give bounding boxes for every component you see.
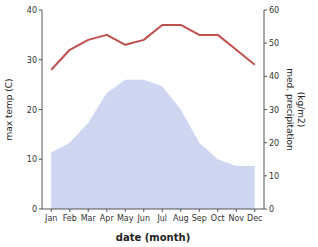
x-tick bbox=[180, 209, 181, 212]
x-tick bbox=[106, 209, 107, 212]
y2-tick bbox=[264, 76, 267, 77]
x-tick bbox=[217, 209, 218, 212]
x-tick bbox=[143, 209, 144, 212]
x-tick bbox=[125, 209, 126, 212]
x-tick bbox=[254, 209, 255, 212]
y2-tick-label: 10 bbox=[269, 172, 279, 181]
x-tick-label: Apr bbox=[100, 214, 115, 223]
y2-tick bbox=[264, 43, 267, 44]
y2-tick bbox=[264, 109, 267, 110]
y2-tick bbox=[264, 142, 267, 143]
y-tick bbox=[39, 10, 42, 11]
y2-tick-label: 50 bbox=[269, 39, 279, 48]
y2-tick bbox=[264, 10, 267, 11]
x-tick-label: May bbox=[117, 214, 134, 223]
x-tick-label: Jun bbox=[137, 214, 151, 223]
x-tick bbox=[199, 209, 200, 212]
x-tick-label: Jan bbox=[44, 214, 57, 223]
x-tick-label: Sep bbox=[192, 214, 207, 223]
x-tick-label: Nov bbox=[228, 214, 244, 223]
y-tick bbox=[39, 159, 42, 160]
y-tick-label: 10 bbox=[27, 155, 37, 164]
precipitation-area bbox=[51, 80, 255, 209]
x-tick-label: Feb bbox=[63, 214, 77, 223]
y2-axis-label: (kg/m2) bbox=[296, 92, 306, 127]
y-tick bbox=[39, 59, 42, 60]
y2-tick-label: 40 bbox=[269, 72, 279, 81]
y-axis-label: max temp (C) bbox=[4, 78, 14, 140]
x-axis-label: date (month) bbox=[116, 232, 190, 243]
y-tick-label: 40 bbox=[27, 6, 37, 15]
x-tick bbox=[162, 209, 163, 212]
x-tick bbox=[51, 209, 52, 212]
y-tick-label: 0 bbox=[32, 205, 37, 214]
chart: 0 10 20 30 40 0 10 20 30 40 50 60 Jan Feb MarAprMayJun… bbox=[0, 0, 318, 247]
plot-area bbox=[51, 25, 255, 209]
y-tick-label: 30 bbox=[27, 56, 37, 65]
x-tick-label: Jul bbox=[156, 214, 167, 223]
x-tick bbox=[236, 209, 237, 212]
x-tick bbox=[88, 209, 89, 212]
x-tick-label: Mar bbox=[81, 214, 97, 223]
y2-axis-label: med. precipitation bbox=[285, 68, 295, 150]
y-tick bbox=[39, 209, 42, 210]
x-tick-label: Oct bbox=[211, 214, 225, 223]
y2-tick-label: 60 bbox=[269, 6, 279, 15]
y2-tick bbox=[264, 209, 267, 210]
x-tick bbox=[69, 209, 70, 212]
y2-tick-label: 20 bbox=[269, 139, 279, 148]
x-tick-label: Dec bbox=[247, 214, 262, 223]
x-axis-line bbox=[42, 209, 264, 210]
x-tick-label: Aug bbox=[173, 214, 189, 223]
temperature-line bbox=[51, 25, 255, 70]
y2-tick bbox=[264, 175, 267, 176]
y-tick-label: 20 bbox=[27, 106, 37, 115]
y2-tick-label: 30 bbox=[269, 106, 279, 115]
y-tick bbox=[39, 109, 42, 110]
y2-tick-label: 0 bbox=[269, 205, 274, 214]
